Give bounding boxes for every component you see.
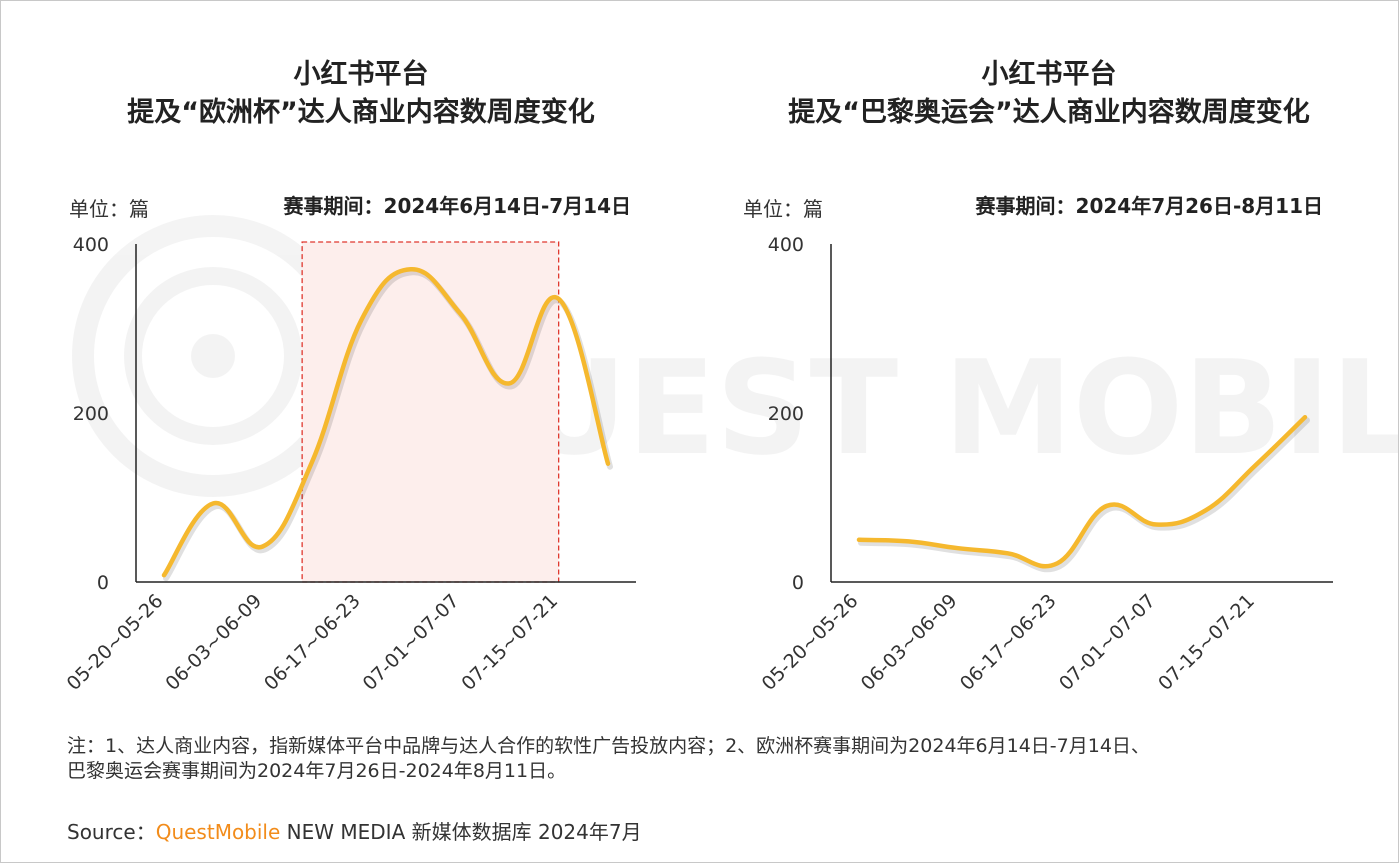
y-tick-label: 400 — [73, 234, 109, 256]
watermark-text: QUEST MOBILE — [411, 332, 1398, 484]
footnote: 注：1、达人商业内容，指新媒体平台中品牌与达人合作的软性广告投放内容；2、欧洲杯… — [67, 734, 1367, 784]
x-tick-label: 07-15~07-21 — [457, 590, 562, 695]
y-tick-label: 200 — [73, 403, 109, 425]
series-line — [856, 414, 1308, 569]
left-unit-label: 单位：篇 — [69, 197, 149, 221]
y-tick-label: 0 — [97, 572, 109, 594]
source-prefix: Source： — [67, 820, 156, 844]
series-line-shadow — [858, 417, 1310, 573]
x-tick-label: 06-03~06-09 — [857, 590, 962, 695]
footnote-line-2: 巴黎奥运会赛事期间为2024年7月26日-2024年8月11日。 — [67, 760, 567, 782]
footnote-line-1: 注：1、达人商业内容，指新媒体平台中品牌与达人合作的软性广告投放内容；2、欧洲杯… — [67, 735, 1150, 757]
x-tick-label: 06-17~06-23 — [956, 590, 1061, 695]
x-tick-label: 06-17~06-23 — [260, 590, 365, 695]
watermark-logo-dot — [191, 334, 235, 378]
left-chart-subtitle: 提及“欧洲杯”达人商业内容数周度变化 — [127, 96, 595, 128]
source-brand: QuestMobile — [155, 820, 281, 844]
x-tick-label: 07-01~07-07 — [1055, 590, 1160, 695]
x-tick-label: 05-20~05-26 — [758, 590, 863, 695]
y-tick-label: 0 — [792, 572, 804, 594]
left-period-label: 赛事期间：2024年6月14日-7月14日 — [283, 194, 631, 218]
event-period-highlight — [301, 241, 560, 583]
watermark-logo-ring — [124, 267, 302, 445]
right-unit-label: 单位：篇 — [743, 197, 823, 221]
y-tick-label: 400 — [768, 234, 804, 256]
left-chart-title: 小红书平台 — [294, 58, 429, 90]
right-chart-subtitle: 提及“巴黎奥运会”达人商业内容数周度变化 — [788, 96, 1310, 128]
x-tick-label: 07-01~07-07 — [359, 590, 464, 695]
y-tick-label: 200 — [768, 403, 804, 425]
watermark: QUEST MOBILE — [72, 215, 1398, 497]
x-tick-label: 06-03~06-09 — [161, 590, 266, 695]
series-line — [161, 267, 611, 578]
x-tick-label: 07-15~07-21 — [1154, 590, 1259, 695]
right-chart-title: 小红书平台 — [982, 58, 1117, 90]
x-tick-label: 05-20~05-26 — [63, 590, 168, 695]
source-rest: NEW MEDIA 新媒体数据库 2024年7月 — [280, 820, 642, 844]
right-period-label: 赛事期间：2024年7月26日-8月11日 — [975, 194, 1323, 218]
charts-canvas: QUEST MOBILE 小红书平台 提及“欧洲杯”达人商业内容数周度变化 单位… — [63, 58, 1398, 695]
source-line: Source：QuestMobile NEW MEDIA 新媒体数据库 2024… — [67, 816, 642, 845]
